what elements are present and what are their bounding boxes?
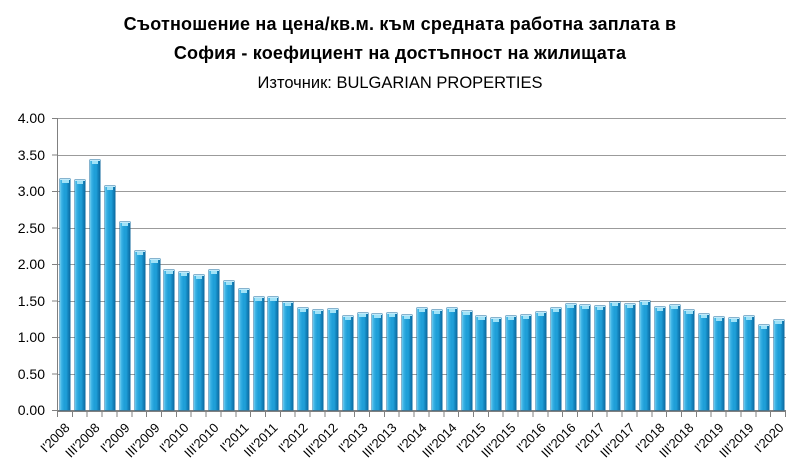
gridline xyxy=(58,300,786,302)
y-tick-label: 1.50 xyxy=(17,292,45,309)
chart-title-line1: Съотношение на цена/кв.м. към средната р… xyxy=(123,14,677,34)
y-tick-label: 4.00 xyxy=(17,110,45,126)
bar-III'2019 xyxy=(743,316,754,410)
y-tick-label: 2.00 xyxy=(17,256,45,272)
bar-III'2015 xyxy=(506,315,517,410)
bar-III'2009 xyxy=(149,258,160,410)
bar-I'2018 xyxy=(654,306,665,410)
gridline xyxy=(58,264,786,265)
y-tick-label: 3.00 xyxy=(17,183,45,199)
bar-III'2016 xyxy=(565,303,576,410)
gridline xyxy=(58,191,786,192)
bar-III'2012 xyxy=(327,309,338,410)
bar-I'2015 xyxy=(476,315,487,410)
y-tick-label: 3.50 xyxy=(17,146,45,163)
bar-II'2011 xyxy=(253,296,264,410)
bar-III'2010 xyxy=(209,270,219,410)
bar-IV'2011 xyxy=(283,301,294,410)
bar-I'2019 xyxy=(714,317,725,410)
bar-I'2016 xyxy=(535,311,546,410)
gridline xyxy=(58,227,786,229)
bar-II'2016 xyxy=(550,308,561,410)
bar-II'2008 xyxy=(75,179,86,410)
y-tick-label: 0.50 xyxy=(17,365,45,382)
bar-IV'2015 xyxy=(521,314,531,410)
bar-IV'2010 xyxy=(223,281,234,410)
bar-IV'2018 xyxy=(699,314,710,410)
y-axis-ticks xyxy=(52,118,57,411)
bar-IV'2013 xyxy=(402,314,413,410)
bar-II'2017 xyxy=(610,301,621,410)
chart-source: Източник: BULGARIAN PROPERTIES xyxy=(257,74,543,92)
bar-I'2017 xyxy=(595,306,606,410)
bar-IV'2017 xyxy=(639,300,650,410)
bar-IV'2012 xyxy=(342,315,353,410)
bar-IV'2019 xyxy=(758,325,769,410)
bar-I'2013 xyxy=(357,312,368,410)
bar-II'2019 xyxy=(729,317,739,410)
bar-III'2008 xyxy=(90,160,101,410)
bar-IV'2008 xyxy=(105,185,115,410)
bar-I'2010 xyxy=(179,271,190,410)
bar-I'2012 xyxy=(298,308,309,410)
bar-III'2018 xyxy=(684,309,695,410)
bar-II'2014 xyxy=(431,310,442,410)
y-tick-label: 1.00 xyxy=(17,329,45,345)
bar-II'2018 xyxy=(669,304,680,410)
plot-area xyxy=(57,118,786,412)
bar-II'2013 xyxy=(372,314,383,410)
bar-I'2014 xyxy=(417,308,427,410)
bar-I'2020 xyxy=(773,319,784,410)
y-tick-label: 2.50 xyxy=(17,219,45,236)
bar-II'2009 xyxy=(134,251,145,410)
gridline xyxy=(58,154,786,156)
bar-III'2017 xyxy=(625,303,635,410)
bar-II'2015 xyxy=(491,317,502,410)
bar-I'2011 xyxy=(238,288,249,410)
bar-I'2008 xyxy=(60,179,71,410)
bar-III'2013 xyxy=(387,312,398,410)
bar-IV'2009 xyxy=(164,269,175,410)
bar-I'2009 xyxy=(119,222,130,410)
gridline xyxy=(58,118,786,119)
x-axis-ticks xyxy=(57,412,786,417)
y-tick-label: 0.00 xyxy=(17,402,45,418)
chart-title-line2: София - коефициент на достъпност на жили… xyxy=(173,43,627,63)
bar-II'2010 xyxy=(194,274,205,410)
bar-III'2014 xyxy=(446,308,457,410)
bar-III'2011 xyxy=(268,297,279,410)
bar-II'2012 xyxy=(313,310,323,410)
bar-IV'2016 xyxy=(580,305,591,410)
bar-IV'2014 xyxy=(461,311,472,410)
